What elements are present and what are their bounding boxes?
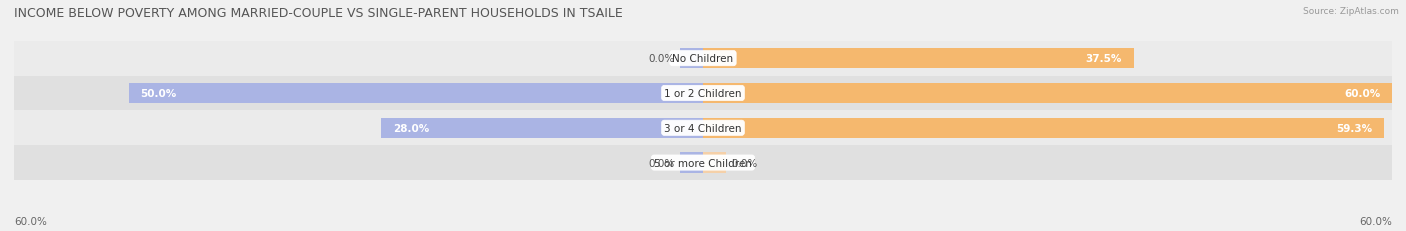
Bar: [703, 84, 1392, 104]
Text: 3 or 4 Children: 3 or 4 Children: [664, 123, 742, 133]
Bar: [14, 42, 1392, 76]
Text: 37.5%: 37.5%: [1085, 54, 1122, 64]
Bar: [703, 118, 1384, 138]
Bar: [681, 49, 703, 69]
Text: 0.0%: 0.0%: [731, 158, 758, 168]
Text: 28.0%: 28.0%: [392, 123, 429, 133]
Text: 0.0%: 0.0%: [648, 158, 675, 168]
Bar: [14, 76, 1392, 111]
Text: 5 or more Children: 5 or more Children: [654, 158, 752, 168]
Bar: [703, 153, 725, 173]
Bar: [681, 153, 703, 173]
Bar: [129, 84, 703, 104]
Bar: [703, 49, 1133, 69]
Text: 60.0%: 60.0%: [1344, 88, 1381, 99]
Text: Source: ZipAtlas.com: Source: ZipAtlas.com: [1303, 7, 1399, 16]
Text: 0.0%: 0.0%: [648, 54, 675, 64]
Bar: [14, 111, 1392, 146]
Text: 60.0%: 60.0%: [14, 216, 46, 226]
Bar: [14, 146, 1392, 180]
Text: 1 or 2 Children: 1 or 2 Children: [664, 88, 742, 99]
Text: 50.0%: 50.0%: [141, 88, 177, 99]
Text: INCOME BELOW POVERTY AMONG MARRIED-COUPLE VS SINGLE-PARENT HOUSEHOLDS IN TSAILE: INCOME BELOW POVERTY AMONG MARRIED-COUPL…: [14, 7, 623, 20]
Text: No Children: No Children: [672, 54, 734, 64]
Text: 60.0%: 60.0%: [1360, 216, 1392, 226]
Text: 59.3%: 59.3%: [1336, 123, 1372, 133]
Bar: [381, 118, 703, 138]
